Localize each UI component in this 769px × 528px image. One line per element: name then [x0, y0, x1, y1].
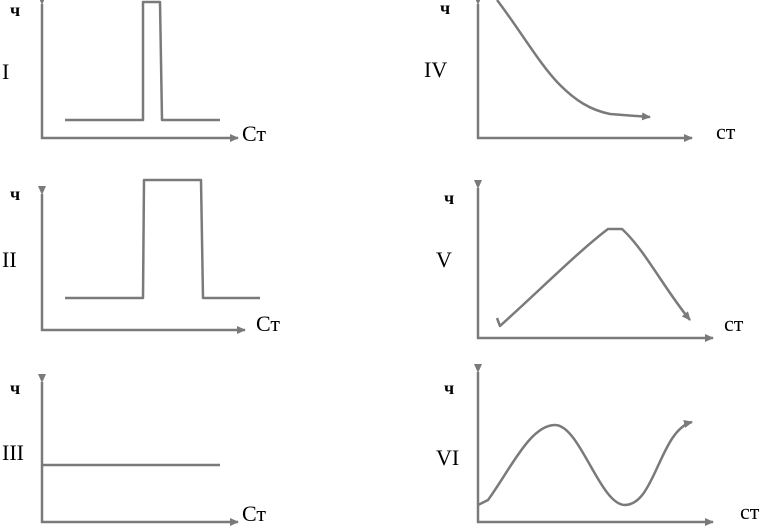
- panel-3: III ч Ст: [2, 374, 266, 526]
- panel-label: III: [2, 440, 24, 465]
- curve: [65, 178, 260, 300]
- x-label: Ст: [256, 311, 280, 336]
- panel-label: I: [2, 59, 9, 84]
- panel-label: II: [2, 247, 17, 272]
- curve: [65, 0, 220, 122]
- panel-label: V: [436, 247, 452, 272]
- panel-label: VI: [436, 445, 459, 470]
- axes: [474, 0, 693, 142]
- x-label: ст: [716, 119, 736, 144]
- y-label: ч: [444, 188, 454, 208]
- axes: [38, 186, 246, 334]
- axes: [474, 364, 714, 526]
- panel-1: I ч Ст: [2, 0, 266, 146]
- curve: [496, 0, 651, 121]
- panel-label: IV: [424, 57, 447, 82]
- panel-4: IV ч ст: [424, 0, 736, 144]
- x-label: Ст: [242, 501, 266, 526]
- panel-2: II ч Ст: [2, 178, 280, 336]
- curve: [477, 420, 693, 507]
- axes: [474, 180, 714, 342]
- x-label: Ст: [242, 121, 266, 146]
- curve: [495, 227, 691, 328]
- y-label: ч: [444, 378, 454, 398]
- y-label: ч: [10, 0, 20, 20]
- axes: [38, 0, 239, 142]
- y-label: ч: [10, 378, 20, 398]
- x-label: ст: [740, 499, 760, 524]
- y-label: ч: [440, 0, 450, 18]
- panel-6: VI ч ст: [436, 364, 760, 526]
- y-label: ч: [10, 184, 20, 204]
- axes: [38, 374, 239, 526]
- x-label: ст: [724, 311, 744, 336]
- panel-5: V ч ст: [436, 180, 744, 342]
